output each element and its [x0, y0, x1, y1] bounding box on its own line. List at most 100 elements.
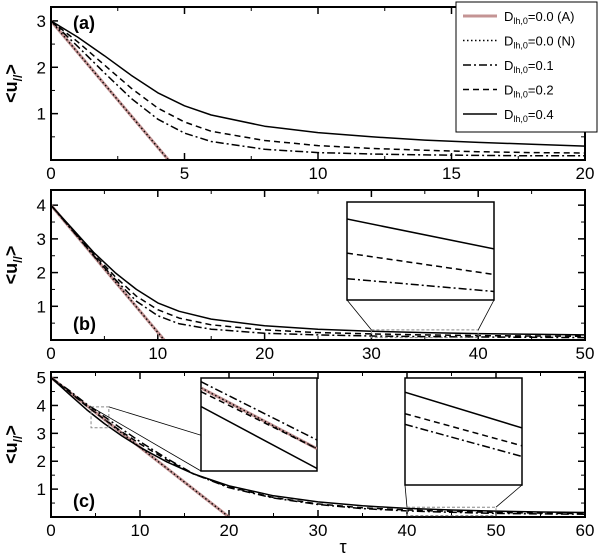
y-tick-label: 1: [37, 297, 46, 316]
panel-b: 0 10 20 30 40 50 1 2 3 4 (b) <u//>: [1, 189, 594, 363]
inset-series-line-dashdot: [201, 381, 317, 441]
x-axis-label: τ: [339, 537, 346, 557]
x-tick-label: 10: [148, 344, 167, 363]
x-tick-label: 10: [131, 521, 150, 540]
series-line-dotted: [51, 204, 165, 340]
series-line-dashed: [51, 377, 585, 515]
zoom-connector: [477, 299, 495, 331]
inset-series-line-solid: [347, 218, 494, 250]
y-tick-label: 2: [37, 58, 46, 77]
zoom-connector: [346, 299, 372, 331]
legend-label: Dlh,0=0.0 (A): [504, 9, 575, 26]
legend: Dlh,0=0.0 (A)Dlh,0=0.0 (N)Dlh,0=0.1Dlh,0…: [455, 1, 598, 133]
legend-label-sub: lh,0: [513, 16, 528, 26]
zoom-connector: [90, 406, 202, 472]
y-axis-label-base: <u: [1, 442, 21, 464]
inset-series-line-dashed: [405, 412, 522, 447]
legend-label: Dlh,0=0.2: [504, 83, 554, 100]
series-group: [51, 19, 585, 160]
plot-area: [51, 190, 585, 340]
legend-label-suffix: =0.0 (N): [528, 34, 575, 49]
zoom-connector: [404, 484, 408, 508]
y-axis-label: <u//>: [1, 425, 25, 464]
inset-series: [201, 381, 317, 470]
series-line-analytic: [51, 19, 170, 160]
legend-label: Dlh,0=0.4: [504, 107, 554, 124]
inset-box: [200, 377, 318, 472]
y-axis-label-suffix: >: [1, 64, 21, 75]
x-tick-label: 20: [576, 164, 595, 183]
x-tick-label: 40: [469, 344, 488, 363]
x-tick-label: 0: [46, 344, 55, 363]
x-tick-label: 0: [46, 521, 55, 540]
series-line-dashdot: [51, 204, 585, 339]
y-axis-label: <u//>: [1, 246, 25, 285]
x-tick-label: 30: [309, 521, 328, 540]
y-tick-label: 5: [37, 369, 46, 388]
x-tick-label: 0: [46, 164, 55, 183]
series-line-solid: [51, 377, 585, 514]
panel-label: (a): [73, 13, 95, 33]
y-tick-label: 2: [37, 452, 46, 471]
inset: [346, 201, 495, 339]
legend-label-suffix: =0.1: [528, 58, 554, 73]
y-axis-label-sub: //: [11, 74, 25, 81]
legend-label-base: D: [504, 58, 513, 73]
y-tick-label: 3: [37, 12, 46, 31]
y-axis-label-suffix: >: [1, 425, 21, 436]
y-tick-label: 3: [37, 230, 46, 249]
legend-label-base: D: [504, 107, 513, 122]
x-tick-label: 60: [576, 521, 595, 540]
panel-label: (b): [73, 314, 96, 334]
x-tick-label: 20: [255, 344, 274, 363]
y-tick-label: 4: [37, 396, 46, 415]
inset-series: [405, 391, 522, 458]
inset-series-line-dashdot: [405, 423, 522, 458]
panel-label: (c): [73, 491, 95, 511]
legend-items: Dlh,0=0.0 (A)Dlh,0=0.0 (N)Dlh,0=0.1Dlh,0…: [463, 9, 575, 124]
series-group: [51, 204, 585, 340]
y-tick-label: 3: [37, 424, 46, 443]
y-tick-label: 1: [37, 480, 46, 499]
zoom-region: [90, 406, 110, 429]
inset: [90, 377, 318, 472]
plot-frame: [50, 189, 586, 341]
legend-label: Dlh,0=0.0 (N): [504, 34, 575, 51]
x-tick-label: 40: [398, 521, 417, 540]
legend-label-sub: lh,0: [513, 41, 528, 51]
legend-label-suffix: =0.0 (A): [528, 9, 575, 24]
y-axis-label-base: <u: [1, 81, 21, 103]
zoom-region: [406, 506, 497, 517]
x-tick-label: 5: [180, 164, 189, 183]
series-line-solid: [51, 204, 585, 336]
x-tick-label: 10: [309, 164, 328, 183]
legend-box: [455, 1, 598, 133]
inset-series-line-solid: [405, 391, 522, 429]
inset-box: [346, 201, 495, 301]
inset: [404, 377, 523, 517]
inset-box: [404, 377, 523, 486]
x-tick-label: 30: [362, 344, 381, 363]
panel-c: 0 10 20 30 40 50 60 1 2 3 4 5 (c) <u//>: [1, 369, 594, 540]
inset-series: [347, 218, 494, 293]
series-line-dashed: [51, 20, 585, 154]
zoom-connector: [495, 484, 523, 508]
legend-label-base: D: [504, 9, 513, 24]
x-tick-label: 15: [442, 164, 461, 183]
series-line-dashdot: [51, 376, 585, 515]
legend-label-sub: lh,0: [513, 114, 528, 124]
y-axis-label-base: <u: [1, 263, 21, 285]
inset-series-line-solid: [201, 405, 317, 470]
y-tick-label: 4: [37, 196, 46, 215]
legend-label-suffix: =0.2: [528, 83, 554, 98]
series-line-dashdot: [51, 20, 585, 157]
zoom-region: [370, 329, 479, 339]
legend-label-sub: lh,0: [513, 90, 528, 100]
y-axis-label-sub: //: [11, 256, 25, 263]
x-tick-label: 50: [487, 521, 506, 540]
plot-frame: [50, 371, 586, 518]
y-tick-label: 1: [37, 105, 46, 124]
legend-label-suffix: =0.4: [528, 107, 554, 122]
series-group: [51, 376, 585, 517]
